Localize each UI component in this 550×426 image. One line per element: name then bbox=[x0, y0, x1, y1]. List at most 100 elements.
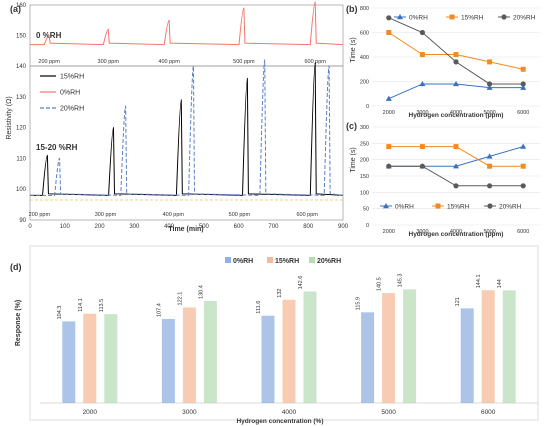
legend-label: 0%RH bbox=[395, 204, 414, 211]
panel-a-upper-ppm-label: 400 ppm bbox=[158, 59, 180, 65]
data-point-15pctRH bbox=[386, 144, 392, 150]
legend-label: 20%RH bbox=[499, 204, 522, 211]
panel-a-x-tick-label: 300 bbox=[129, 224, 140, 230]
panel-c-label: (c) bbox=[346, 121, 357, 131]
y-tick-label: 300 bbox=[360, 125, 369, 131]
legend-marker bbox=[435, 203, 441, 209]
legend-marker bbox=[383, 203, 389, 209]
bar-15pctRH bbox=[182, 307, 196, 403]
panel-a-x-tick-label: 0 bbox=[28, 224, 32, 230]
bar-20pctRH bbox=[303, 291, 317, 403]
x-tick-label: 3000 bbox=[182, 409, 197, 416]
bar-15pctRH bbox=[282, 299, 296, 403]
panel-a-upper-y-tick-label: 150 bbox=[16, 34, 27, 40]
panel-a-x-tick-label: 100 bbox=[60, 224, 71, 230]
panel-c-y-axis-label: Time (s) bbox=[350, 147, 357, 172]
data-point-20pctRH bbox=[453, 183, 459, 189]
data-point-0pctRH bbox=[419, 80, 426, 87]
legend-label: 15%RH bbox=[461, 15, 484, 22]
bar-0pctRH bbox=[161, 318, 175, 403]
bar-value-label: 144.1 bbox=[476, 274, 482, 288]
bar-value-label: 111.6 bbox=[256, 301, 262, 314]
legend-marker bbox=[501, 14, 507, 20]
bar-value-label: 132 bbox=[277, 289, 283, 298]
panel-a-label: (a) bbox=[10, 4, 21, 14]
panel-a-y-tick-label: 100 bbox=[16, 187, 27, 193]
panel-d-y-axis-label: Response (%) bbox=[15, 300, 22, 346]
panel-a-legend-label: 20%RH bbox=[60, 106, 84, 113]
series-line-20pctRH bbox=[388, 17, 524, 85]
panel-a-x-tick-label: 200 bbox=[95, 224, 106, 230]
legend-swatch bbox=[225, 257, 231, 263]
data-point-0pctRH bbox=[520, 143, 527, 149]
bar-20pctRH bbox=[203, 300, 217, 403]
x-tick-label: 2000 bbox=[83, 409, 98, 416]
panel-d-plot-layer: 0%RH 15%RH 20%RH 2000 104.3 114.1 113.5 3000 107… bbox=[40, 257, 538, 416]
data-point-20pctRH bbox=[487, 183, 493, 189]
data-point-20pctRH bbox=[386, 163, 392, 169]
panel-a-lower-ppm-label: 500 ppm bbox=[229, 212, 251, 218]
legend-label: 20%RH bbox=[513, 15, 536, 22]
bar-value-label: 140.5 bbox=[377, 277, 383, 291]
bar-20pctRH bbox=[502, 290, 516, 403]
legend-swatch bbox=[267, 257, 273, 263]
legend-label: 20%RH bbox=[317, 258, 341, 265]
bar-value-label: 104.3 bbox=[57, 306, 63, 320]
panel-a-y-tick-label: 140 bbox=[16, 64, 27, 70]
legend-marker bbox=[449, 14, 455, 20]
panel-d-frame bbox=[29, 245, 539, 421]
y-tick-label: 0 bbox=[366, 104, 369, 110]
y-tick-label: 50 bbox=[363, 207, 369, 213]
x-tick-label: 6000 bbox=[517, 229, 529, 235]
x-tick-label: 2000 bbox=[383, 229, 395, 235]
data-point-15pctRH bbox=[419, 144, 425, 150]
legend-marker bbox=[487, 203, 493, 209]
data-point-20pctRH bbox=[419, 163, 425, 169]
y-tick-label: 800 bbox=[360, 6, 369, 12]
x-tick-label: 5000 bbox=[483, 229, 495, 235]
data-point-15pctRH bbox=[487, 59, 493, 65]
x-tick-label: 6000 bbox=[481, 409, 496, 416]
data-point-20pctRH bbox=[520, 81, 526, 87]
panel-a-upper-y-tick-label: 160 bbox=[16, 3, 27, 9]
data-point-0pctRH bbox=[520, 84, 527, 90]
x-tick-label: 2000 bbox=[383, 110, 395, 116]
x-tick-label: 5000 bbox=[483, 110, 495, 116]
bar-value-label: 130.4 bbox=[198, 285, 204, 299]
panel-a-series-15rh bbox=[30, 62, 344, 196]
x-tick-label: 4000 bbox=[282, 409, 297, 416]
panel-a-x-tick-label: 400 bbox=[164, 224, 175, 230]
x-tick-label: 4000 bbox=[450, 110, 462, 116]
panel-d: (d) Response (%) Hydrogen concentration … bbox=[10, 245, 539, 425]
data-point-15pctRH bbox=[419, 52, 425, 58]
data-point-20pctRH bbox=[386, 15, 392, 21]
panel-a-upper-ppm-label: 500 ppm bbox=[233, 59, 255, 65]
panel-a-upper-frame bbox=[29, 4, 344, 67]
panel-c: (c) Time (s) Hydrogen concentration (ppm… bbox=[346, 121, 540, 238]
y-tick-label: 0 bbox=[366, 223, 369, 229]
data-point-15pctRH bbox=[520, 163, 526, 169]
y-tick-label: 100 bbox=[360, 190, 369, 196]
panel-a-series-0rh bbox=[30, 1, 344, 46]
data-point-20pctRH bbox=[453, 59, 459, 65]
data-point-15pctRH bbox=[453, 144, 459, 150]
panel-a-upper-ppm-label: 300 ppm bbox=[98, 59, 120, 65]
panel-a-lower-ppm-label: 300 ppm bbox=[95, 212, 117, 218]
panel-a-upper-ppm-label: 200 ppm bbox=[38, 59, 60, 65]
panel-a-annotation-15-20rh: 15-20 %RH bbox=[36, 143, 78, 152]
panel-a-x-tick-label: 700 bbox=[268, 224, 279, 230]
panel-b-y-axis-label: Time (s) bbox=[350, 37, 357, 62]
bar-value-label: 114.1 bbox=[78, 298, 84, 311]
legend-swatch bbox=[309, 257, 315, 263]
bar-15pctRH bbox=[382, 293, 396, 403]
data-point-0pctRH bbox=[486, 153, 493, 159]
bar-20pctRH bbox=[403, 289, 417, 403]
panel-a-x-tick-label: 900 bbox=[338, 224, 349, 230]
data-point-0pctRH bbox=[453, 163, 459, 169]
panel-a-plot-layer: 0 100 200 300 400 500 600 700 800 900 90 100 110 120 1… bbox=[16, 1, 349, 230]
data-point-20pctRH bbox=[487, 81, 493, 87]
panel-a-legend-label: 0%RH bbox=[60, 90, 80, 97]
data-point-15pctRH bbox=[386, 30, 392, 35]
x-tick-label: 5000 bbox=[381, 409, 396, 416]
bar-value-label: 107.4 bbox=[156, 303, 162, 317]
